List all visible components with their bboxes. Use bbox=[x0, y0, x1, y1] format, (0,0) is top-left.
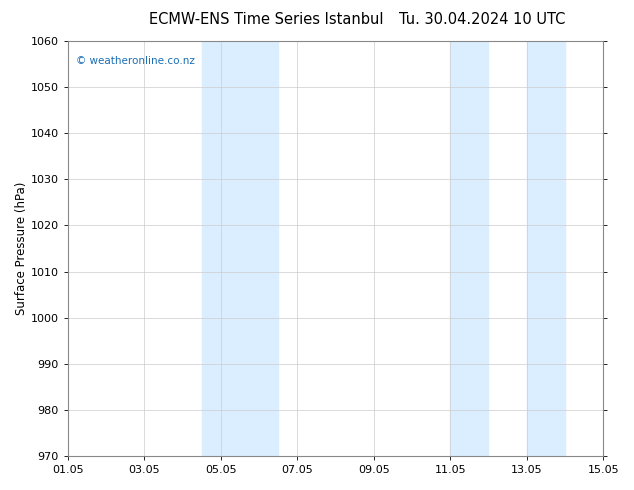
Y-axis label: Surface Pressure (hPa): Surface Pressure (hPa) bbox=[15, 182, 28, 315]
Bar bbox=[240, 41, 278, 456]
Bar bbox=[202, 41, 240, 456]
Text: ECMW-ENS Time Series Istanbul: ECMW-ENS Time Series Istanbul bbox=[149, 12, 384, 27]
Text: Tu. 30.04.2024 10 UTC: Tu. 30.04.2024 10 UTC bbox=[399, 12, 565, 27]
Text: © weatheronline.co.nz: © weatheronline.co.nz bbox=[76, 55, 195, 66]
Bar bbox=[450, 41, 488, 456]
Bar bbox=[527, 41, 565, 456]
